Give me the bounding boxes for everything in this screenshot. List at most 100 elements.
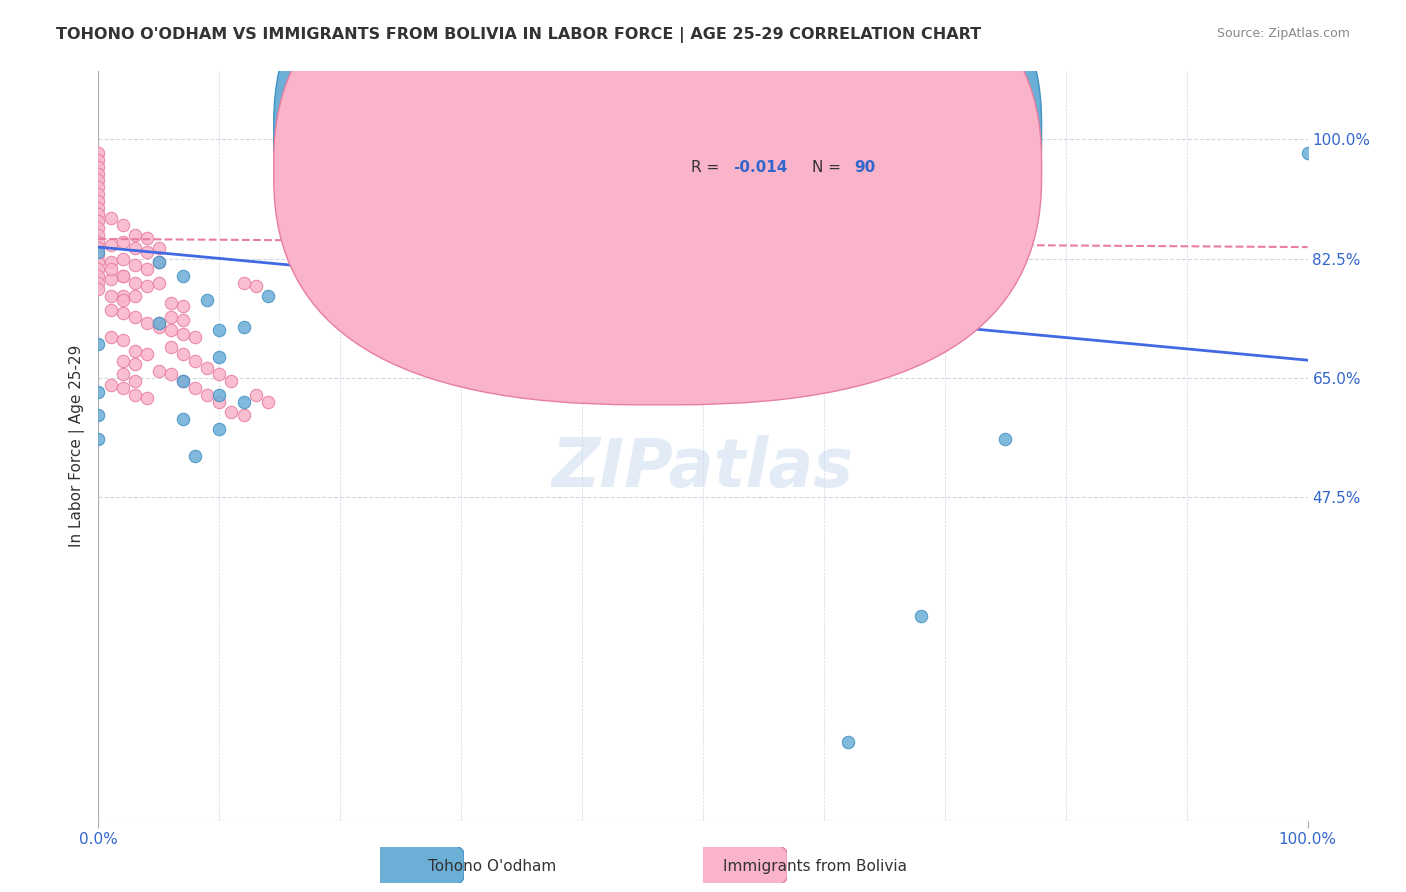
Point [195,293,218,307]
Point [87,227,110,242]
Point [184,330,207,344]
Point [256,394,278,409]
Point [389,299,412,313]
Point [160,368,183,382]
Point [124,388,146,402]
Point [184,449,207,463]
Point [111,334,134,348]
Point [87,268,110,283]
Point [184,381,207,395]
Point [100,272,122,286]
Point [172,374,194,388]
Point [160,323,183,337]
Point [135,261,157,276]
Point [87,153,110,167]
Point [111,268,134,283]
Point [111,368,134,382]
Text: Tohono O'odham: Tohono O'odham [427,859,557,874]
Point [160,340,183,354]
Point [1296,146,1319,161]
Point [111,354,134,368]
Point [100,377,122,392]
Point [87,276,110,290]
Point [87,336,110,351]
Point [87,201,110,215]
Point [256,289,278,303]
Point [148,276,170,290]
Point [124,343,146,358]
Point [135,279,157,293]
Point [87,207,110,221]
FancyBboxPatch shape [363,844,464,887]
Point [111,289,134,303]
Point [87,167,110,181]
Point [124,289,146,303]
Text: TOHONO O'ODHAM VS IMMIGRANTS FROM BOLIVIA IN LABOR FORCE | AGE 25-29 CORRELATION: TOHONO O'ODHAM VS IMMIGRANTS FROM BOLIVI… [56,27,981,43]
Point [124,259,146,273]
Text: ZIPatlas: ZIPatlas [553,435,853,501]
Point [172,326,194,341]
Point [148,317,170,331]
Point [87,242,110,256]
Point [148,319,170,334]
Text: N =: N = [811,122,845,137]
Point [100,302,122,317]
FancyBboxPatch shape [613,102,927,206]
Point [100,211,122,225]
Text: 90: 90 [855,160,876,175]
Point [111,235,134,249]
Point [221,374,243,388]
Point [87,186,110,201]
Point [87,221,110,235]
Point [124,242,146,256]
Text: Source: ZipAtlas.com: Source: ZipAtlas.com [1216,27,1350,40]
Text: R =: R = [690,160,724,175]
Point [172,347,194,361]
Point [245,388,267,402]
Point [232,276,254,290]
Point [195,388,218,402]
Point [124,310,146,324]
Point [87,180,110,194]
Point [124,276,146,290]
Point [994,432,1017,446]
Point [87,432,110,446]
Point [87,261,110,276]
Point [160,296,183,310]
Point [111,268,134,283]
Point [208,323,231,337]
Point [111,218,134,232]
Point [148,242,170,256]
Point [232,319,254,334]
Point [135,231,157,245]
Point [897,340,920,354]
Point [135,317,157,331]
Point [148,364,170,378]
Text: N =: N = [811,160,845,175]
FancyBboxPatch shape [686,844,787,887]
Point [111,252,134,266]
Point [100,238,122,252]
Point [87,282,110,296]
Point [160,310,183,324]
Point [184,354,207,368]
Point [124,374,146,388]
Point [245,279,267,293]
Point [87,235,110,249]
Point [87,244,110,259]
Point [172,313,194,327]
Text: Immigrants from Bolivia: Immigrants from Bolivia [724,859,907,874]
Point [100,255,122,269]
Point [87,146,110,161]
Point [135,392,157,406]
Point [148,317,170,331]
Point [87,194,110,208]
Point [329,310,352,324]
Point [232,394,254,409]
FancyBboxPatch shape [274,0,1042,368]
Point [426,299,449,313]
Point [208,351,231,365]
Point [124,357,146,371]
Point [87,384,110,399]
Point [172,299,194,313]
